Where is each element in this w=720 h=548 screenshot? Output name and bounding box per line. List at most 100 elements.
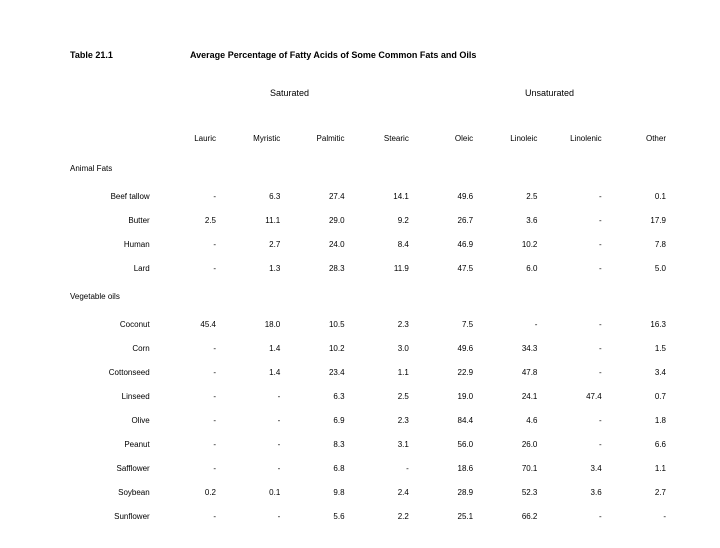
cell: - (541, 184, 605, 208)
cell: 0.7 (606, 384, 670, 408)
cell: 2.7 (606, 480, 670, 504)
col-palmitic: Palmitic (284, 124, 348, 152)
cell: 3.4 (541, 456, 605, 480)
cell: 27.4 (284, 184, 348, 208)
row-label: Butter (70, 208, 156, 232)
cell: - (220, 408, 284, 432)
cell: - (156, 504, 220, 528)
table-title: Average Percentage of Fatty Acids of Som… (190, 50, 476, 60)
section-label: Animal Fats (70, 152, 670, 184)
table-row: Lard-1.328.311.947.56.0-5.0 (70, 256, 670, 280)
row-label: Sunflower (70, 504, 156, 528)
cell: 0.1 (606, 184, 670, 208)
cell: 3.6 (541, 480, 605, 504)
cell: 3.1 (349, 432, 413, 456)
cell: 26.7 (413, 208, 477, 232)
cell: - (541, 312, 605, 336)
cell: 70.1 (477, 456, 541, 480)
cell: - (156, 408, 220, 432)
cell: 49.6 (413, 336, 477, 360)
cell: 14.1 (349, 184, 413, 208)
cell: 5.0 (606, 256, 670, 280)
cell: 6.8 (284, 456, 348, 480)
cell: 0.2 (156, 480, 220, 504)
cell: 11.9 (349, 256, 413, 280)
cell: 1.1 (606, 456, 670, 480)
cell: 17.9 (606, 208, 670, 232)
page: Table 21.1 Average Percentage of Fatty A… (0, 0, 720, 548)
cell: 2.3 (349, 312, 413, 336)
cell: 56.0 (413, 432, 477, 456)
cell: 49.6 (413, 184, 477, 208)
cell: 24.1 (477, 384, 541, 408)
cell: - (156, 336, 220, 360)
cell: 23.4 (284, 360, 348, 384)
cell: 26.0 (477, 432, 541, 456)
column-header-row: Lauric Myristic Palmitic Stearic Oleic L… (70, 124, 670, 152)
cell: 6.3 (284, 384, 348, 408)
table-number: Table 21.1 (70, 50, 190, 60)
cell: - (156, 432, 220, 456)
cell: 34.3 (477, 336, 541, 360)
cell: - (156, 360, 220, 384)
cell: 52.3 (477, 480, 541, 504)
table-row: Coconut45.418.010.52.37.5--16.3 (70, 312, 670, 336)
cell: 19.0 (413, 384, 477, 408)
col-linolenic: Linolenic (541, 124, 605, 152)
cell: - (541, 360, 605, 384)
group-saturated: Saturated (270, 88, 309, 98)
table-row: Cottonseed-1.423.41.122.947.8-3.4 (70, 360, 670, 384)
col-stearic: Stearic (349, 124, 413, 152)
cell: 2.5 (349, 384, 413, 408)
row-label: Coconut (70, 312, 156, 336)
cell: 84.4 (413, 408, 477, 432)
cell: - (220, 456, 284, 480)
fatty-acid-table: Lauric Myristic Palmitic Stearic Oleic L… (70, 124, 670, 528)
cell: 10.2 (477, 232, 541, 256)
cell: 6.0 (477, 256, 541, 280)
row-label: Olive (70, 408, 156, 432)
cell: 11.1 (220, 208, 284, 232)
row-label: Corn (70, 336, 156, 360)
row-label: Beef tallow (70, 184, 156, 208)
cell: 47.4 (541, 384, 605, 408)
cell: - (156, 184, 220, 208)
cell: 8.3 (284, 432, 348, 456)
cell: - (156, 232, 220, 256)
table-row: Sunflower--5.62.225.166.2-- (70, 504, 670, 528)
cell: - (156, 384, 220, 408)
cell: 6.6 (606, 432, 670, 456)
cell: - (541, 504, 605, 528)
cell: - (156, 256, 220, 280)
row-label: Peanut (70, 432, 156, 456)
cell: 5.6 (284, 504, 348, 528)
table-row: Linseed--6.32.519.024.147.40.7 (70, 384, 670, 408)
cell: 3.0 (349, 336, 413, 360)
cell: 6.9 (284, 408, 348, 432)
cell: 1.4 (220, 360, 284, 384)
table-row: Butter2.511.129.09.226.73.6-17.9 (70, 208, 670, 232)
cell: 8.4 (349, 232, 413, 256)
cell: 4.6 (477, 408, 541, 432)
cell: 2.4 (349, 480, 413, 504)
cell: 1.3 (220, 256, 284, 280)
row-label: Human (70, 232, 156, 256)
cell: 1.8 (606, 408, 670, 432)
table-row: Corn-1.410.23.049.634.3-1.5 (70, 336, 670, 360)
cell: 45.4 (156, 312, 220, 336)
cell: - (541, 432, 605, 456)
cell: 2.2 (349, 504, 413, 528)
col-linoleic: Linoleic (477, 124, 541, 152)
cell: - (156, 456, 220, 480)
cell: - (541, 408, 605, 432)
cell: - (541, 208, 605, 232)
cell: 22.9 (413, 360, 477, 384)
cell: 47.8 (477, 360, 541, 384)
cell: 16.3 (606, 312, 670, 336)
row-label: Lard (70, 256, 156, 280)
table-row: Human-2.724.08.446.910.2-7.8 (70, 232, 670, 256)
row-label: Soybean (70, 480, 156, 504)
cell: 9.8 (284, 480, 348, 504)
table-row: Peanut--8.33.156.026.0-6.6 (70, 432, 670, 456)
cell: 2.7 (220, 232, 284, 256)
